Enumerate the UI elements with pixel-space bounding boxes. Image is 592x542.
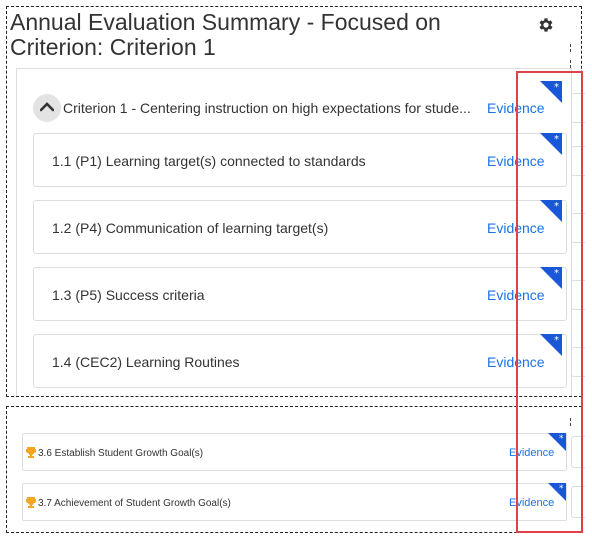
component-evidence-link[interactable]: Evidence <box>487 153 545 169</box>
goal-label: 3.6 Establish Student Growth Goal(s) <box>38 448 204 459</box>
side-tab[interactable] <box>571 93 585 123</box>
gear-icon[interactable] <box>537 16 555 34</box>
component-evidence-link[interactable]: Evidence <box>487 220 545 236</box>
criterion-label: Criterion 1 - Centering instruction on h… <box>63 100 471 116</box>
side-tab[interactable] <box>571 436 585 468</box>
component-evidence-link[interactable]: Evidence <box>487 354 545 370</box>
svg-text:*: * <box>559 434 564 444</box>
side-tab[interactable] <box>571 213 585 243</box>
list-item[interactable] <box>33 267 567 321</box>
flag-corner-icon: * <box>540 81 562 103</box>
flag-corner-icon: * <box>548 433 566 451</box>
component-label: 1.2 (P4) Communication of learning targe… <box>52 220 329 236</box>
goal-label: 3.7 Achievement of Student Growth Goal(s… <box>38 498 231 509</box>
list-item[interactable] <box>33 200 567 254</box>
flag-corner-icon: * <box>540 200 562 222</box>
flag-corner-icon: * <box>540 267 562 289</box>
panel-edge-marker <box>570 44 574 52</box>
flag-corner-icon: * <box>548 483 566 501</box>
side-tab[interactable] <box>571 280 585 310</box>
criterion-evidence-link[interactable]: Evidence <box>487 100 545 116</box>
svg-text:*: * <box>559 484 564 494</box>
goal-evidence-link[interactable]: Evidence <box>509 447 555 459</box>
side-tab[interactable] <box>571 347 585 377</box>
list-item[interactable] <box>22 483 567 521</box>
trophy-icon <box>26 496 36 508</box>
list-item[interactable] <box>33 334 567 388</box>
list-item[interactable] <box>22 433 567 471</box>
component-label: 1.4 (CEC2) Learning Routines <box>52 354 240 370</box>
svg-text:*: * <box>554 268 559 279</box>
highlight-box <box>516 71 583 533</box>
panel-edge-marker <box>570 418 574 426</box>
svg-text:*: * <box>554 201 559 212</box>
component-label: 1.1 (P1) Learning target(s) connected to… <box>52 153 366 169</box>
svg-text:*: * <box>554 335 559 346</box>
goal-evidence-link[interactable]: Evidence <box>509 497 555 509</box>
trophy-icon <box>26 446 36 458</box>
svg-text:*: * <box>554 134 559 145</box>
component-label: 1.3 (P5) Success criteria <box>52 287 205 303</box>
page-title: Annual Evaluation Summary - Focused on C… <box>10 9 441 60</box>
component-evidence-link[interactable]: Evidence <box>487 287 545 303</box>
panel-edge-marker <box>570 60 574 68</box>
list-item[interactable] <box>33 133 567 187</box>
flag-corner-icon: * <box>540 133 562 155</box>
side-tab[interactable] <box>571 486 585 518</box>
svg-text:*: * <box>554 82 559 93</box>
criterion-row[interactable] <box>22 92 567 124</box>
side-tab[interactable] <box>571 146 585 176</box>
flag-corner-icon: * <box>540 334 562 356</box>
chevron-up-icon[interactable] <box>33 94 61 122</box>
